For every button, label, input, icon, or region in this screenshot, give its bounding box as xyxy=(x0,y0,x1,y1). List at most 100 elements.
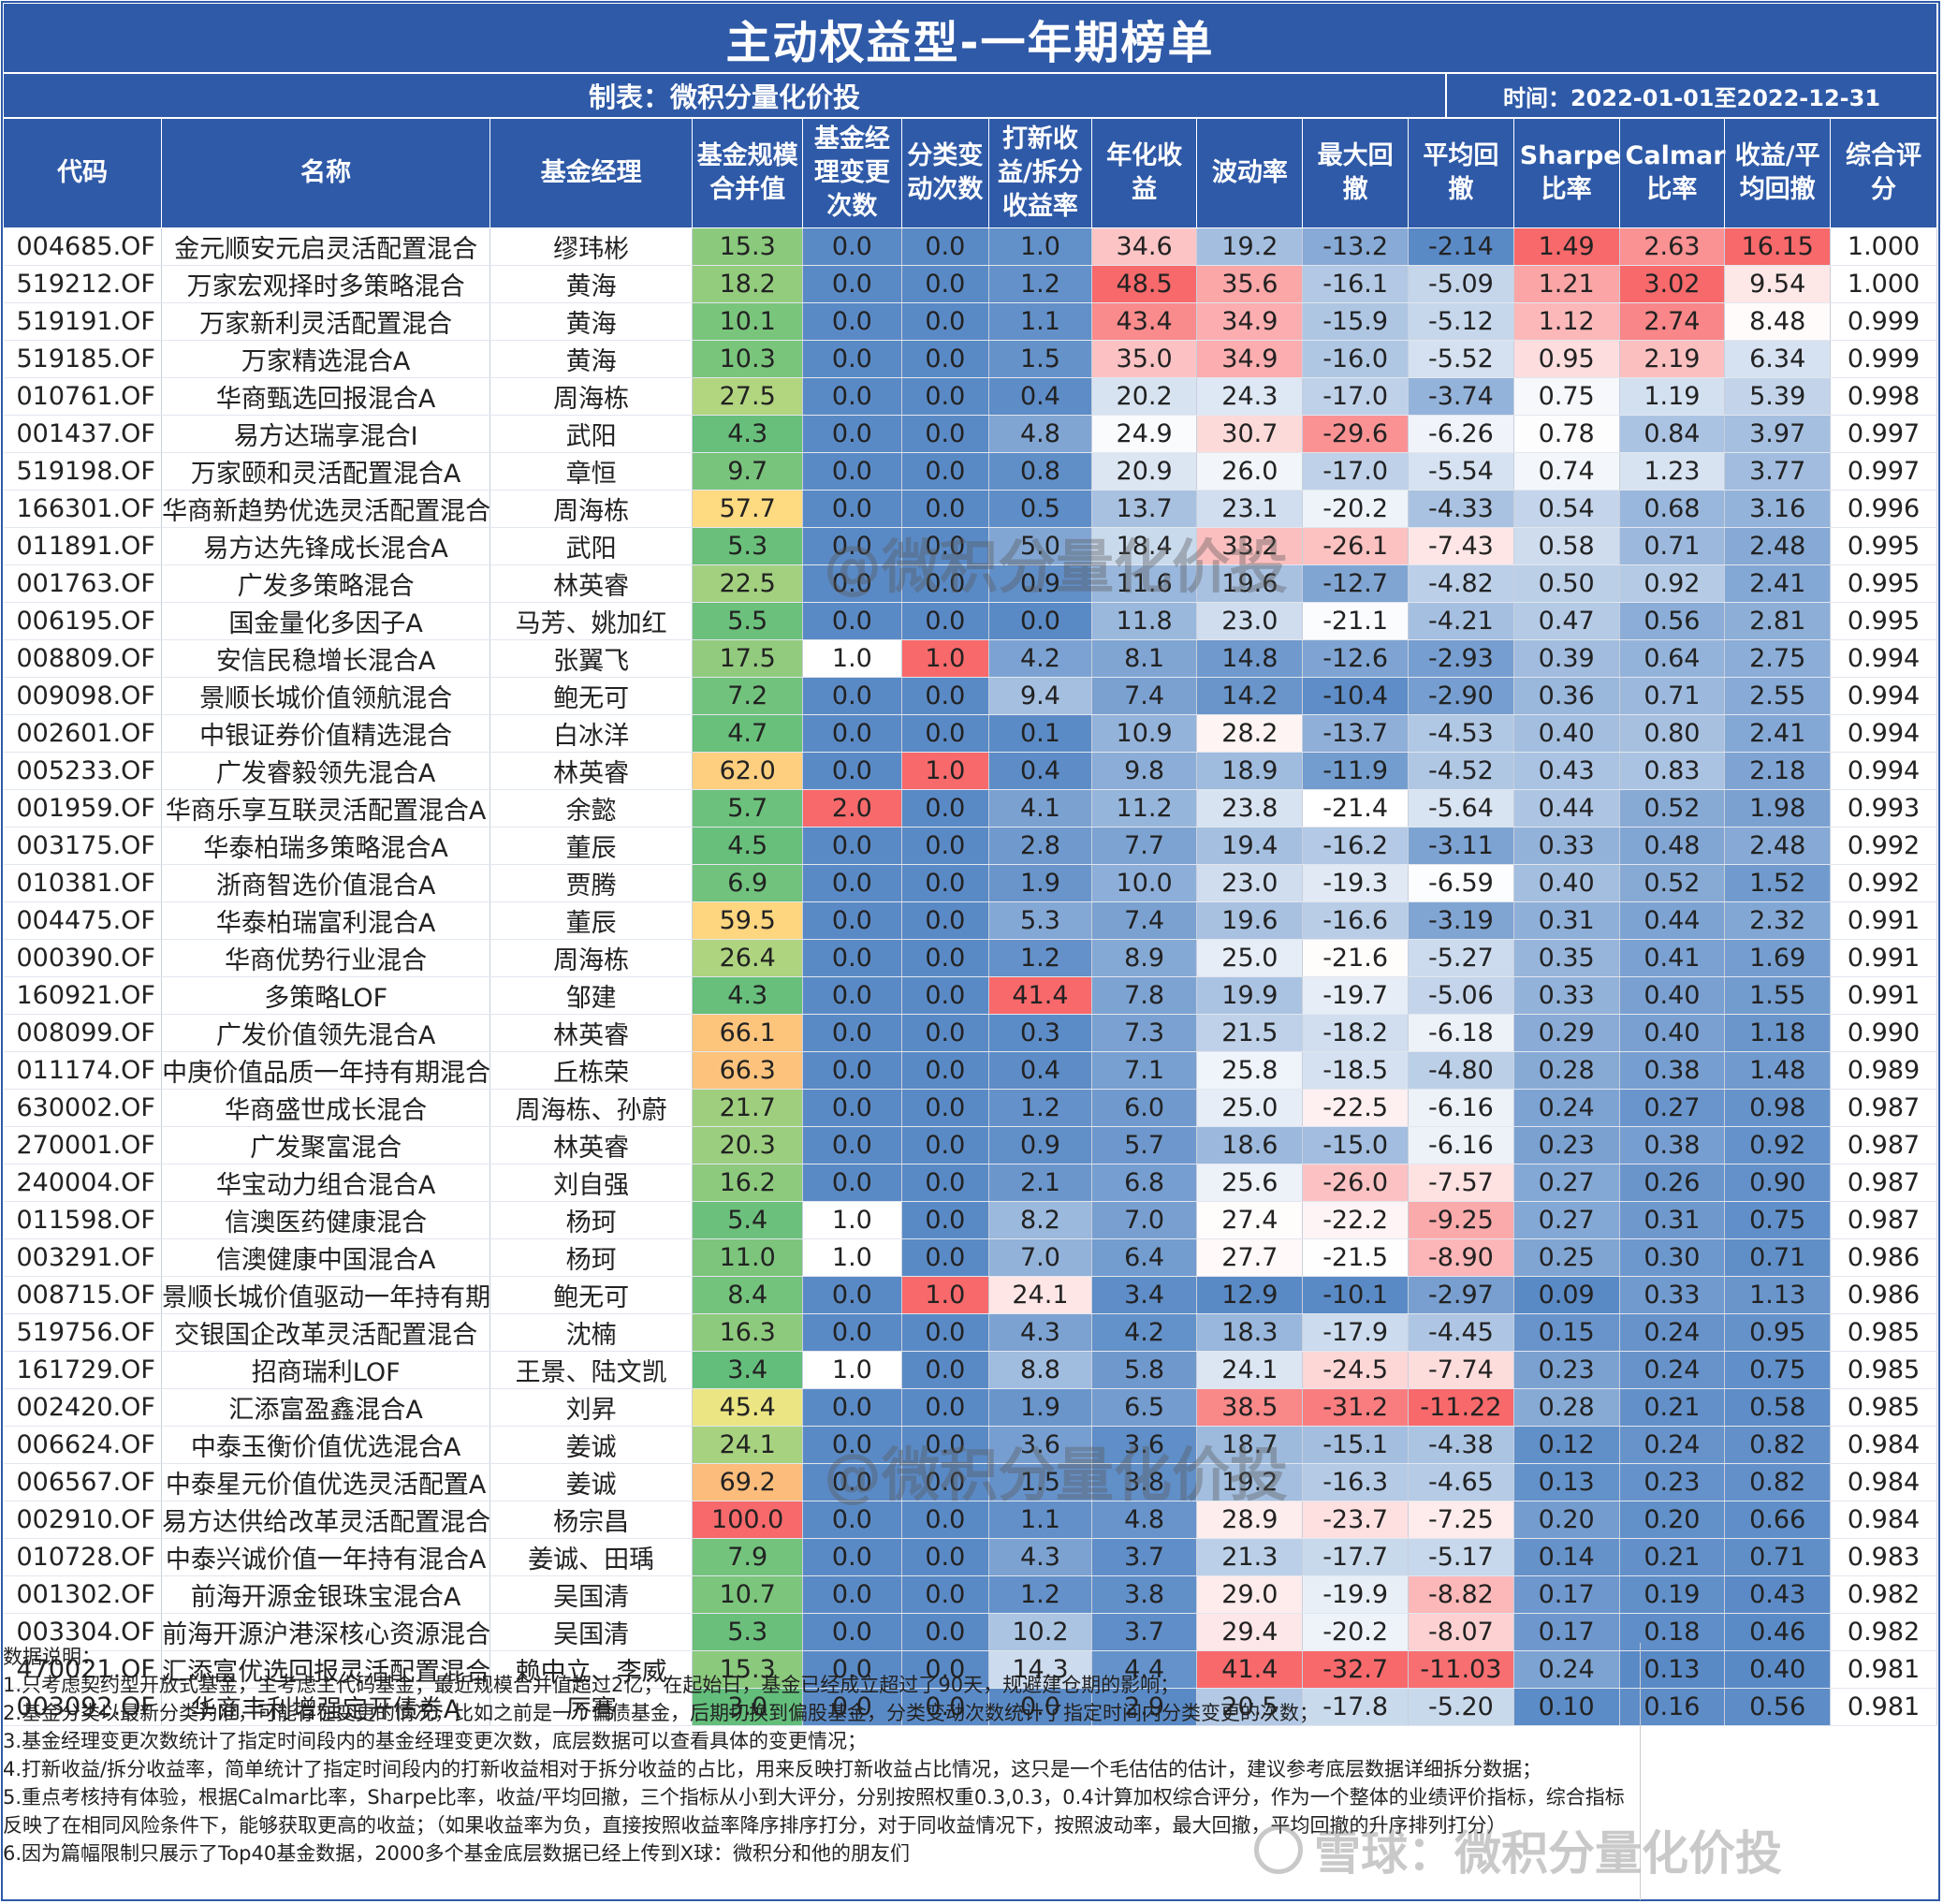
table-row[interactable]: 519198.OF 万家颐和灵活配置混合A 章恒 9.7 0.0 0.0 0.8 20.9 26… xyxy=(3,452,1937,491)
score-cell: 0.997 xyxy=(1830,415,1937,453)
ipo-ratio-cell: 0.9 xyxy=(988,564,1092,603)
table-row[interactable]: 006567.OF 中泰星元价值优选灵活配置A 姜诚 69.2 0.0 0.0 1.5 3.8… xyxy=(3,1463,1937,1501)
table-row[interactable]: 003291.OF 信澳健康中国混合A 杨珂 11.0 1.0 0.0 7.0 6.4 27.7… xyxy=(3,1238,1937,1277)
table-row[interactable]: 010381.OF 浙商智选价值混合A 贾腾 6.9 0.0 0.0 1.9 10.0 23.0… xyxy=(3,864,1937,902)
col-calmar[interactable]: Calmar比率 xyxy=(1618,118,1726,228)
col-name[interactable]: 名称 xyxy=(161,118,491,228)
manager-changes-cell: 0.0 xyxy=(802,1276,902,1314)
name-cell: 中泰玉衡价值优选混合A xyxy=(161,1426,491,1464)
scale-cell: 5.4 xyxy=(692,1201,804,1239)
scale-cell: 8.4 xyxy=(692,1276,804,1314)
ipo-ratio-cell: 0.8 xyxy=(988,452,1092,491)
col-score[interactable]: 综合评分 xyxy=(1830,118,1937,228)
table-row[interactable]: 630002.OF 华商盛世成长混合 周海栋、孙蔚 21.7 0.0 0.0 1.2 6.0 2… xyxy=(3,1089,1937,1127)
sharpe-cell: 0.24 xyxy=(1513,1650,1620,1689)
max-drawdown-cell: -18.2 xyxy=(1302,1014,1410,1052)
ipo-ratio-cell: 4.1 xyxy=(988,789,1092,828)
manager-changes-cell: 0.0 xyxy=(802,1089,902,1127)
score-cell: 0.994 xyxy=(1830,639,1937,678)
col-manager-changes[interactable]: 基金经理变更次数 xyxy=(802,118,902,228)
table-row[interactable]: 010728.OF 中泰兴诚价值一年持有混合A 姜诚、田瑀 7.9 0.0 0.0 4.3 3… xyxy=(3,1538,1937,1576)
table-row[interactable]: 519212.OF 万家宏观择时多策略混合 黄海 18.2 0.0 0.0 1.2 48.5 3… xyxy=(3,265,1937,303)
scale-cell: 3.4 xyxy=(692,1351,804,1389)
col-manager[interactable]: 基金经理 xyxy=(489,118,694,228)
manager-cell: 白冰洋 xyxy=(489,714,694,753)
return-over-dd-cell: 1.55 xyxy=(1724,976,1832,1015)
volatility-cell: 30.7 xyxy=(1196,415,1304,453)
manager-cell: 杨宗昌 xyxy=(489,1501,694,1539)
table-row[interactable]: 003092.OF 华商丰利增强定开债券A 厉骞 3.0 0.0 0.0 0.0 2.9 20.… xyxy=(3,1688,1937,1726)
table-row[interactable]: 270001.OF 广发聚富混合 林英睿 20.3 0.0 0.0 0.9 5.7 18.6 -1… xyxy=(3,1126,1937,1164)
name-cell: 广发睿毅领先混合A xyxy=(161,752,491,790)
avg-drawdown-cell: -4.65 xyxy=(1408,1463,1514,1501)
table-row[interactable]: 000390.OF 华商优势行业混合 周海栋 26.4 0.0 0.0 1.2 8.9 25.0… xyxy=(3,939,1937,977)
manager-cell: 杨珂 xyxy=(489,1238,694,1277)
col-annual-return[interactable]: 年化收益 xyxy=(1090,118,1198,228)
col-scale[interactable]: 基金规模合并值 xyxy=(692,118,804,228)
score-cell: 0.999 xyxy=(1830,302,1937,341)
table-row[interactable]: 005233.OF 广发睿毅领先混合A 林英睿 62.0 0.0 1.0 0.4 9.8 18.… xyxy=(3,752,1937,790)
code-cell: 010728.OF xyxy=(3,1538,163,1576)
table-row[interactable]: 011891.OF 易方达先锋成长混合A 武阳 5.3 0.0 0.0 5.0 18.4 33.… xyxy=(3,527,1937,565)
col-avg-drawdown[interactable]: 平均回撤 xyxy=(1408,118,1514,228)
table-row[interactable]: 004685.OF 金元顺安元启灵活配置混合 缪玮彬 15.3 0.0 0.0 1.0 34.… xyxy=(3,227,1937,266)
table-row[interactable]: 001437.OF 易方达瑞享混合I 武阳 4.3 0.0 0.0 4.8 24.9 30.7-… xyxy=(3,415,1937,453)
col-code[interactable]: 代码 xyxy=(2,118,163,228)
table-row[interactable]: 009098.OF 景顺长城价值领航混合 鲍无可 7.2 0.0 0.0 9.4 7.4 14.… xyxy=(3,677,1937,715)
table-row[interactable]: 010761.OF 华商甄选回报混合A 周海栋 27.5 0.0 0.0 0.4 20.2 24… xyxy=(3,377,1937,416)
col-volatility[interactable]: 波动率 xyxy=(1196,118,1304,228)
table-row[interactable]: 166301.OF 华商新趋势优选灵活配置混合 周海栋 57.7 0.0 0.0 0.5 13… xyxy=(3,490,1937,528)
ipo-ratio-cell: 0.0 xyxy=(988,602,1092,640)
table-row[interactable]: 160921.OF 多策略LOF 邹建 4.3 0.0 0.0 41.4 7.8 19.9 -19… xyxy=(3,976,1937,1015)
notes-heading: 数据说明： xyxy=(3,1646,101,1668)
sharpe-cell: 0.74 xyxy=(1513,452,1620,491)
avg-drawdown-cell: -11.03 xyxy=(1408,1650,1514,1689)
table-row[interactable]: 240004.OF 华宝动力组合混合A 刘自强 16.2 0.0 0.0 2.1 6.8 25.… xyxy=(3,1164,1937,1202)
table-row[interactable]: 006195.OF 国金量化多因子A 马芳、姚加红 5.5 0.0 0.0 0.0 11.8 2… xyxy=(3,602,1937,640)
table-row[interactable]: 011598.OF 信澳医药健康混合 杨珂 5.4 1.0 0.0 8.2 7.0 27.4 -2… xyxy=(3,1201,1937,1239)
table-row[interactable]: 002910.OF 易方达供给改革灵活配置混合 杨宗昌 100.0 0.0 0.0 1.1 4… xyxy=(3,1501,1937,1539)
table-row[interactable]: 011174.OF 中庚价值品质一年持有期混合 丘栋荣 66.3 0.0 0.0 0.4 7.… xyxy=(3,1051,1937,1090)
table-row[interactable]: 161729.OF 招商瑞利LOF 王景、陆文凯 3.4 1.0 0.0 8.8 5.8 24.… xyxy=(3,1351,1937,1389)
table-row[interactable]: 008715.OF景顺长城价值驱动一年持有期混合鲍无可8.40.01.024.1… xyxy=(3,1276,1937,1314)
name-cell: 多策略LOF xyxy=(161,976,491,1015)
scale-cell: 4.3 xyxy=(692,976,804,1015)
score-cell: 0.984 xyxy=(1830,1426,1937,1464)
name-cell: 前海开源沪港深核心资源混合A xyxy=(161,1613,491,1651)
table-row[interactable]: 003175.OF 华泰柏瑞多策略混合A 董辰 4.5 0.0 0.0 2.8 7.7 19.4… xyxy=(3,827,1937,865)
name-cell: 安信民稳增长混合A xyxy=(161,639,491,678)
col-return-over-dd[interactable]: 收益/平均回撤 xyxy=(1724,118,1832,228)
manager-changes-cell: 0.0 xyxy=(802,1388,902,1427)
col-max-drawdown[interactable]: 最大回撤 xyxy=(1302,118,1410,228)
col-category-changes[interactable]: 分类变动次数 xyxy=(900,118,990,228)
volatility-cell: 27.4 xyxy=(1196,1201,1304,1239)
manager-cell: 王景、陆文凯 xyxy=(489,1351,694,1389)
sharpe-cell: 0.12 xyxy=(1513,1426,1620,1464)
col-sharpe[interactable]: Sharpe比率 xyxy=(1512,118,1621,228)
subtitle-divider xyxy=(1445,74,1447,117)
table-row[interactable]: 008099.OF 广发价值领先混合A 林英睿 66.1 0.0 0.0 0.3 7.3 21.… xyxy=(3,1014,1937,1052)
col-ipo-ratio[interactable]: 打新收益/拆分收益率 xyxy=(988,118,1092,228)
annual-return-cell: 6.8 xyxy=(1091,1164,1198,1202)
table-row[interactable]: 001763.OF 广发多策略混合 林英睿 22.5 0.0 0.0 0.9 11.6 19.6… xyxy=(3,564,1937,603)
table-row[interactable]: 003304.OF 前海开源沪港深核心资源混合A 吴国清 5.3 0.0 0.0 10.2 3… xyxy=(3,1613,1937,1651)
calmar-cell: 2.63 xyxy=(1619,227,1726,266)
table-row[interactable]: 008809.OF 安信民稳增长混合A 张翼飞 17.5 1.0 1.0 4.2 8.1 14.… xyxy=(3,639,1937,678)
table-row[interactable]: 470021.OF 汇添富优选回报灵活配置混合A 赖中立、李威 15.3 0.0 0.0 1… xyxy=(3,1650,1937,1689)
table-row[interactable]: 002420.OF 汇添富盈鑫混合A 刘昇 45.4 0.0 0.0 1.9 6.5 38.5-… xyxy=(3,1388,1937,1427)
volatility-cell: 19.6 xyxy=(1196,564,1304,603)
table-row[interactable]: 519191.OF 万家新利灵活配置混合 黄海 10.1 0.0 0.0 1.1 43.4 34… xyxy=(3,302,1937,341)
ipo-ratio-cell: 0.0 xyxy=(988,1688,1092,1726)
sharpe-cell: 0.23 xyxy=(1513,1351,1620,1389)
table-row[interactable]: 519756.OF 交银国企改革灵活配置混合 沈楠 16.3 0.0 0.0 4.3 4.2 1… xyxy=(3,1313,1937,1352)
table-row[interactable]: 002601.OF 中银证券价值精选混合 白冰洋 4.7 0.0 0.0 0.1 10.9 28… xyxy=(3,714,1937,753)
table-row[interactable]: 519185.OF 万家精选混合A 黄海 10.3 0.0 0.0 1.5 35.0 34.9-… xyxy=(3,340,1937,378)
table-row[interactable]: 001302.OF 前海开源金银珠宝混合A 吴国清 10.7 0.0 0.0 1.2 3.8 2… xyxy=(3,1575,1937,1614)
annual-return-cell: 4.8 xyxy=(1091,1501,1198,1539)
scale-cell: 10.7 xyxy=(692,1575,804,1614)
table-row[interactable]: 006624.OF 中泰玉衡价值优选混合A 姜诚 24.1 0.0 0.0 3.6 3.6 18… xyxy=(3,1426,1937,1464)
table-row[interactable]: 001959.OF 华商乐享互联灵活配置混合A 余懿 5.7 2.0 0.0 4.1 11.2… xyxy=(3,789,1937,828)
max-drawdown-cell: -21.1 xyxy=(1302,602,1410,640)
table-row[interactable]: 004475.OF 华泰柏瑞富利混合A 董辰 59.5 0.0 0.0 5.3 7.4 19.6… xyxy=(3,901,1937,940)
